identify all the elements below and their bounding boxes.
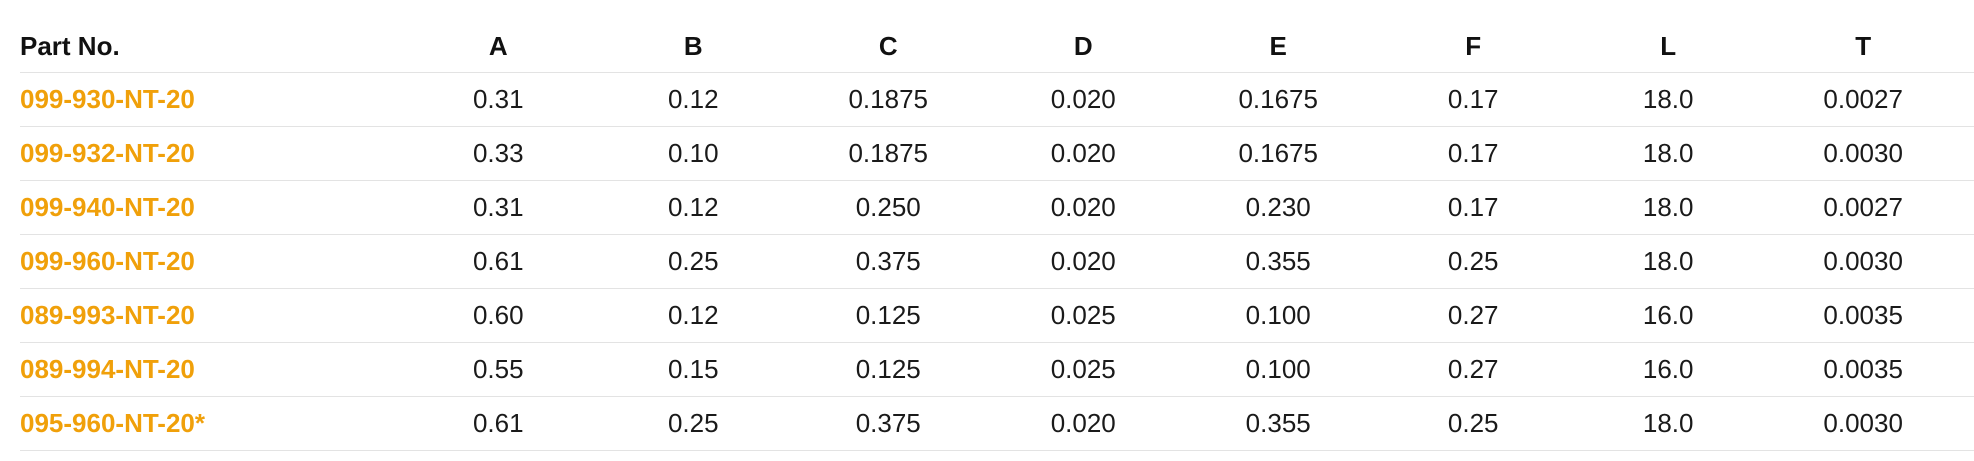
value-cell-e: 0.1675 [1180, 126, 1376, 181]
value-cell-l: 16.0 [1570, 288, 1766, 343]
value-cell-e: 0.355 [1180, 396, 1376, 451]
column-header-a: A [400, 20, 596, 73]
row-spacer [1960, 234, 1974, 289]
part-number-link[interactable]: 099-930-NT-20 [20, 84, 195, 114]
parts-table-container: Part No. A B C D E F L T 099-930-NT-20 0… [20, 20, 1974, 451]
value-cell-f: 0.27 [1375, 288, 1571, 343]
part-number-link[interactable]: 089-993-NT-20 [20, 300, 195, 330]
row-spacer [1960, 180, 1974, 235]
value-cell-t: 0.0030 [1765, 234, 1961, 289]
value-cell-c: 0.250 [790, 180, 986, 235]
value-cell-d: 0.020 [985, 180, 1181, 235]
value-cell-b: 0.12 [595, 288, 791, 343]
value-cell-c: 0.1875 [790, 72, 986, 127]
value-cell-d: 0.020 [985, 234, 1181, 289]
value-cell-e: 0.1675 [1180, 72, 1376, 127]
value-cell-c: 0.125 [790, 288, 986, 343]
part-number-cell: 099-932-NT-20 [20, 126, 401, 181]
table-row: 099-940-NT-20 0.31 0.12 0.250 0.020 0.23… [20, 180, 1974, 235]
value-cell-c: 0.1875 [790, 126, 986, 181]
part-number-cell: 099-930-NT-20 [20, 72, 401, 127]
value-cell-a: 0.31 [400, 180, 596, 235]
value-cell-c: 0.125 [790, 342, 986, 397]
column-header-f: F [1375, 20, 1571, 73]
column-header-b: B [595, 20, 791, 73]
row-spacer [1960, 126, 1974, 181]
part-number-cell: 089-994-NT-20 [20, 342, 401, 397]
value-cell-d: 0.025 [985, 342, 1181, 397]
value-cell-d: 0.025 [985, 288, 1181, 343]
value-cell-l: 16.0 [1570, 342, 1766, 397]
table-row: 089-993-NT-20 0.60 0.12 0.125 0.025 0.10… [20, 288, 1974, 343]
column-header-part-no: Part No. [20, 20, 401, 73]
value-cell-c: 0.375 [790, 396, 986, 451]
value-cell-a: 0.31 [400, 72, 596, 127]
value-cell-a: 0.61 [400, 396, 596, 451]
table-row: 099-932-NT-20 0.33 0.10 0.1875 0.020 0.1… [20, 126, 1974, 181]
value-cell-d: 0.020 [985, 126, 1181, 181]
value-cell-f: 0.25 [1375, 234, 1571, 289]
value-cell-l: 18.0 [1570, 126, 1766, 181]
value-cell-e: 0.100 [1180, 342, 1376, 397]
row-spacer [1960, 72, 1974, 127]
value-cell-l: 18.0 [1570, 72, 1766, 127]
table-row: 099-930-NT-20 0.31 0.12 0.1875 0.020 0.1… [20, 72, 1974, 127]
value-cell-c: 0.375 [790, 234, 986, 289]
value-cell-t: 0.0030 [1765, 126, 1961, 181]
value-cell-t: 0.0027 [1765, 72, 1961, 127]
column-header-c: C [790, 20, 986, 73]
value-cell-f: 0.17 [1375, 126, 1571, 181]
value-cell-t: 0.0027 [1765, 180, 1961, 235]
column-header-d: D [985, 20, 1181, 73]
value-cell-a: 0.60 [400, 288, 596, 343]
value-cell-b: 0.12 [595, 180, 791, 235]
value-cell-t: 0.0030 [1765, 396, 1961, 451]
row-spacer [1960, 342, 1974, 397]
value-cell-b: 0.25 [595, 234, 791, 289]
parts-spec-table: Part No. A B C D E F L T 099-930-NT-20 0… [20, 20, 1974, 451]
value-cell-f: 0.27 [1375, 342, 1571, 397]
part-number-link[interactable]: 099-940-NT-20 [20, 192, 195, 222]
value-cell-e: 0.355 [1180, 234, 1376, 289]
value-cell-t: 0.0035 [1765, 288, 1961, 343]
value-cell-e: 0.100 [1180, 288, 1376, 343]
table-row: 099-960-NT-20 0.61 0.25 0.375 0.020 0.35… [20, 234, 1974, 289]
part-number-cell: 089-993-NT-20 [20, 288, 401, 343]
part-number-link[interactable]: 099-960-NT-20 [20, 246, 195, 276]
value-cell-f: 0.25 [1375, 396, 1571, 451]
part-number-cell: 099-940-NT-20 [20, 180, 401, 235]
value-cell-d: 0.020 [985, 396, 1181, 451]
value-cell-e: 0.230 [1180, 180, 1376, 235]
value-cell-b: 0.15 [595, 342, 791, 397]
column-header-l: L [1570, 20, 1766, 73]
table-row: 089-994-NT-20 0.55 0.15 0.125 0.025 0.10… [20, 342, 1974, 397]
value-cell-a: 0.61 [400, 234, 596, 289]
value-cell-d: 0.020 [985, 72, 1181, 127]
value-cell-f: 0.17 [1375, 72, 1571, 127]
part-number-link[interactable]: 089-994-NT-20 [20, 354, 195, 384]
value-cell-a: 0.55 [400, 342, 596, 397]
value-cell-b: 0.12 [595, 72, 791, 127]
part-number-cell: 095-960-NT-20* [20, 396, 401, 451]
table-row: 095-960-NT-20* 0.61 0.25 0.375 0.020 0.3… [20, 396, 1974, 451]
part-number-link[interactable]: 099-932-NT-20 [20, 138, 195, 168]
value-cell-f: 0.17 [1375, 180, 1571, 235]
value-cell-a: 0.33 [400, 126, 596, 181]
value-cell-l: 18.0 [1570, 180, 1766, 235]
column-header-e: E [1180, 20, 1376, 73]
part-number-link[interactable]: 095-960-NT-20* [20, 408, 205, 438]
column-spacer [1960, 20, 1974, 73]
value-cell-l: 18.0 [1570, 234, 1766, 289]
row-spacer [1960, 288, 1974, 343]
row-spacer [1960, 396, 1974, 451]
part-number-cell: 099-960-NT-20 [20, 234, 401, 289]
value-cell-b: 0.10 [595, 126, 791, 181]
value-cell-l: 18.0 [1570, 396, 1766, 451]
table-header-row: Part No. A B C D E F L T [20, 20, 1974, 73]
value-cell-t: 0.0035 [1765, 342, 1961, 397]
value-cell-b: 0.25 [595, 396, 791, 451]
column-header-t: T [1765, 20, 1961, 73]
